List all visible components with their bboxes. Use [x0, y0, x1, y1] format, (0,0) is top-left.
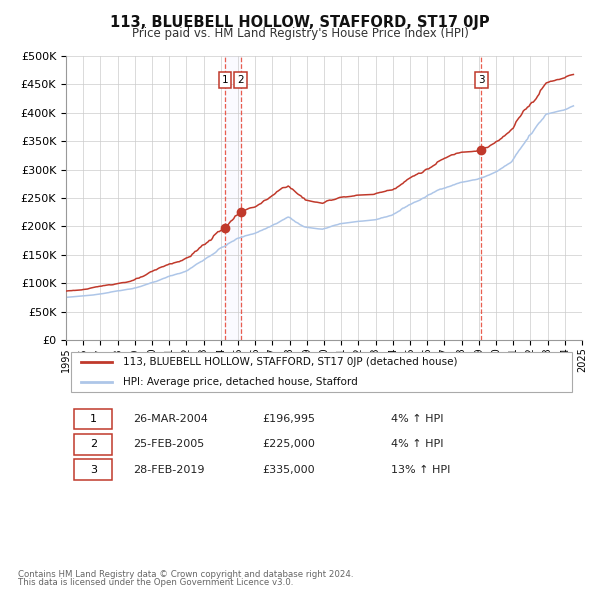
Text: 3: 3	[90, 464, 97, 474]
Text: 3: 3	[478, 75, 485, 85]
Text: £225,000: £225,000	[262, 440, 315, 450]
FancyBboxPatch shape	[74, 409, 112, 430]
Text: 2: 2	[237, 75, 244, 85]
Text: 25-FEB-2005: 25-FEB-2005	[133, 440, 205, 450]
Text: 113, BLUEBELL HOLLOW, STAFFORD, ST17 0JP (detached house): 113, BLUEBELL HOLLOW, STAFFORD, ST17 0JP…	[123, 358, 457, 368]
Text: 28-FEB-2019: 28-FEB-2019	[133, 464, 205, 474]
Text: HPI: Average price, detached house, Stafford: HPI: Average price, detached house, Staf…	[123, 378, 358, 388]
FancyBboxPatch shape	[74, 460, 112, 480]
Text: 2: 2	[90, 440, 97, 450]
Text: 4% ↑ HPI: 4% ↑ HPI	[391, 440, 443, 450]
Text: Price paid vs. HM Land Registry's House Price Index (HPI): Price paid vs. HM Land Registry's House …	[131, 27, 469, 40]
Text: 1: 1	[90, 414, 97, 424]
Text: Contains HM Land Registry data © Crown copyright and database right 2024.: Contains HM Land Registry data © Crown c…	[18, 570, 353, 579]
Text: £196,995: £196,995	[262, 414, 315, 424]
Text: 1: 1	[221, 75, 228, 85]
Text: 26-MAR-2004: 26-MAR-2004	[133, 414, 208, 424]
Bar	[225, 56, 241, 340]
Text: £335,000: £335,000	[262, 464, 315, 474]
Text: 13% ↑ HPI: 13% ↑ HPI	[391, 464, 451, 474]
Text: This data is licensed under the Open Government Licence v3.0.: This data is licensed under the Open Gov…	[18, 578, 293, 587]
FancyBboxPatch shape	[74, 434, 112, 455]
Text: 4% ↑ HPI: 4% ↑ HPI	[391, 414, 443, 424]
FancyBboxPatch shape	[71, 352, 572, 392]
Text: 113, BLUEBELL HOLLOW, STAFFORD, ST17 0JP: 113, BLUEBELL HOLLOW, STAFFORD, ST17 0JP	[110, 15, 490, 30]
